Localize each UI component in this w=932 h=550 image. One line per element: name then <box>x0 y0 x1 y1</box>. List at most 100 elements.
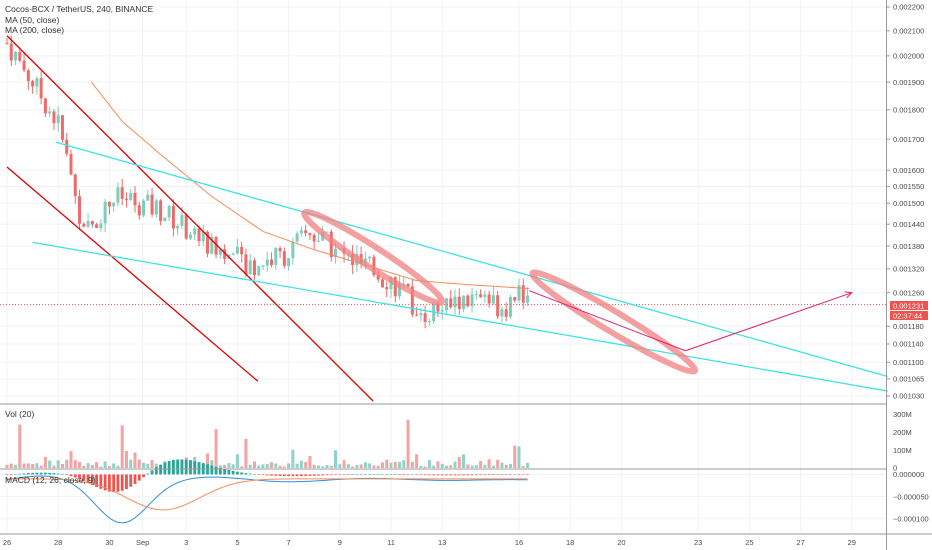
candle[interactable] <box>107 201 111 215</box>
candle[interactable] <box>427 318 431 326</box>
candle[interactable] <box>154 198 158 218</box>
candle[interactable] <box>5 38 9 45</box>
candle[interactable] <box>453 289 457 315</box>
candle[interactable] <box>18 47 22 63</box>
candle[interactable] <box>513 296 517 303</box>
candle[interactable] <box>287 257 291 271</box>
cyan-trendline[interactable] <box>32 241 888 392</box>
candle[interactable] <box>270 252 274 268</box>
candle[interactable] <box>116 182 120 207</box>
candle[interactable] <box>329 229 333 262</box>
candle[interactable] <box>312 232 316 251</box>
candle[interactable] <box>31 79 35 94</box>
candle[interactable] <box>504 302 508 322</box>
candle[interactable] <box>218 248 222 260</box>
candle[interactable] <box>274 247 278 270</box>
candle[interactable] <box>201 224 205 247</box>
candle[interactable] <box>304 224 308 237</box>
candle[interactable] <box>517 278 521 304</box>
candle[interactable] <box>142 199 146 218</box>
candle[interactable] <box>410 279 414 318</box>
candle[interactable] <box>14 51 18 66</box>
candle[interactable] <box>73 173 77 204</box>
candle[interactable] <box>159 199 163 226</box>
candle[interactable] <box>372 254 376 278</box>
cyan-trendline[interactable] <box>55 141 888 378</box>
candle[interactable] <box>26 68 30 91</box>
candle[interactable] <box>470 287 474 313</box>
candle[interactable] <box>295 231 299 245</box>
candle[interactable] <box>261 264 265 271</box>
candle[interactable] <box>184 213 188 240</box>
projection-arrow-segment[interactable] <box>685 292 852 352</box>
red-trendline[interactable] <box>6 166 259 382</box>
candle[interactable] <box>240 241 244 263</box>
candle[interactable] <box>474 290 478 300</box>
candle[interactable] <box>112 202 116 212</box>
candle[interactable] <box>423 305 427 329</box>
candle[interactable] <box>129 188 133 201</box>
drawing-overlays[interactable] <box>0 35 888 402</box>
candle[interactable] <box>368 255 372 263</box>
candle[interactable] <box>133 186 137 213</box>
candle[interactable] <box>223 244 227 265</box>
candle[interactable] <box>526 287 530 307</box>
candle[interactable] <box>483 290 487 303</box>
candle[interactable] <box>265 251 269 272</box>
candle[interactable] <box>52 109 56 131</box>
candle[interactable] <box>496 290 500 320</box>
candle[interactable] <box>137 201 141 220</box>
candle[interactable] <box>56 106 60 132</box>
candle[interactable] <box>282 247 286 269</box>
candle[interactable] <box>299 226 303 237</box>
candle[interactable] <box>214 236 218 258</box>
candle[interactable] <box>146 189 150 201</box>
red-trendline[interactable] <box>6 35 374 402</box>
candle[interactable] <box>188 231 192 241</box>
candle[interactable] <box>457 288 461 315</box>
candle[interactable] <box>60 114 64 143</box>
candle[interactable] <box>22 52 26 73</box>
candle[interactable] <box>39 71 43 105</box>
candle[interactable] <box>500 306 504 323</box>
candle[interactable] <box>440 304 444 320</box>
candle[interactable] <box>210 232 214 255</box>
candle[interactable] <box>124 192 128 208</box>
candle[interactable] <box>82 222 86 227</box>
candle[interactable] <box>308 232 312 240</box>
highlight-ellipse[interactable] <box>299 204 447 310</box>
candle[interactable] <box>385 281 389 298</box>
candle[interactable] <box>43 97 47 118</box>
candle[interactable] <box>86 213 90 228</box>
candle[interactable] <box>479 289 483 298</box>
candle[interactable] <box>167 204 171 222</box>
candle[interactable] <box>235 238 239 255</box>
candle[interactable] <box>90 220 94 228</box>
candle[interactable] <box>120 178 124 206</box>
candle[interactable] <box>316 233 320 243</box>
candle[interactable] <box>462 295 466 313</box>
candle[interactable] <box>48 106 52 118</box>
candle[interactable] <box>508 294 512 320</box>
candle[interactable] <box>193 225 197 241</box>
candle[interactable] <box>325 231 329 233</box>
projection-arrow-segment[interactable] <box>529 290 686 352</box>
candle[interactable] <box>248 253 252 275</box>
candle[interactable] <box>95 222 99 229</box>
candle[interactable] <box>171 199 175 237</box>
candle[interactable] <box>444 297 448 315</box>
candle[interactable] <box>35 75 39 95</box>
candle[interactable] <box>466 294 470 308</box>
candle[interactable] <box>252 257 256 280</box>
candle[interactable] <box>197 225 201 247</box>
highlight-ellipse[interactable] <box>527 265 700 380</box>
candle[interactable] <box>278 246 282 258</box>
candle[interactable] <box>206 230 210 258</box>
candle[interactable] <box>163 217 167 222</box>
candle[interactable] <box>176 223 180 236</box>
candle[interactable] <box>521 278 525 310</box>
candle[interactable] <box>78 189 82 231</box>
candle[interactable] <box>99 219 103 232</box>
candle[interactable] <box>491 286 495 306</box>
